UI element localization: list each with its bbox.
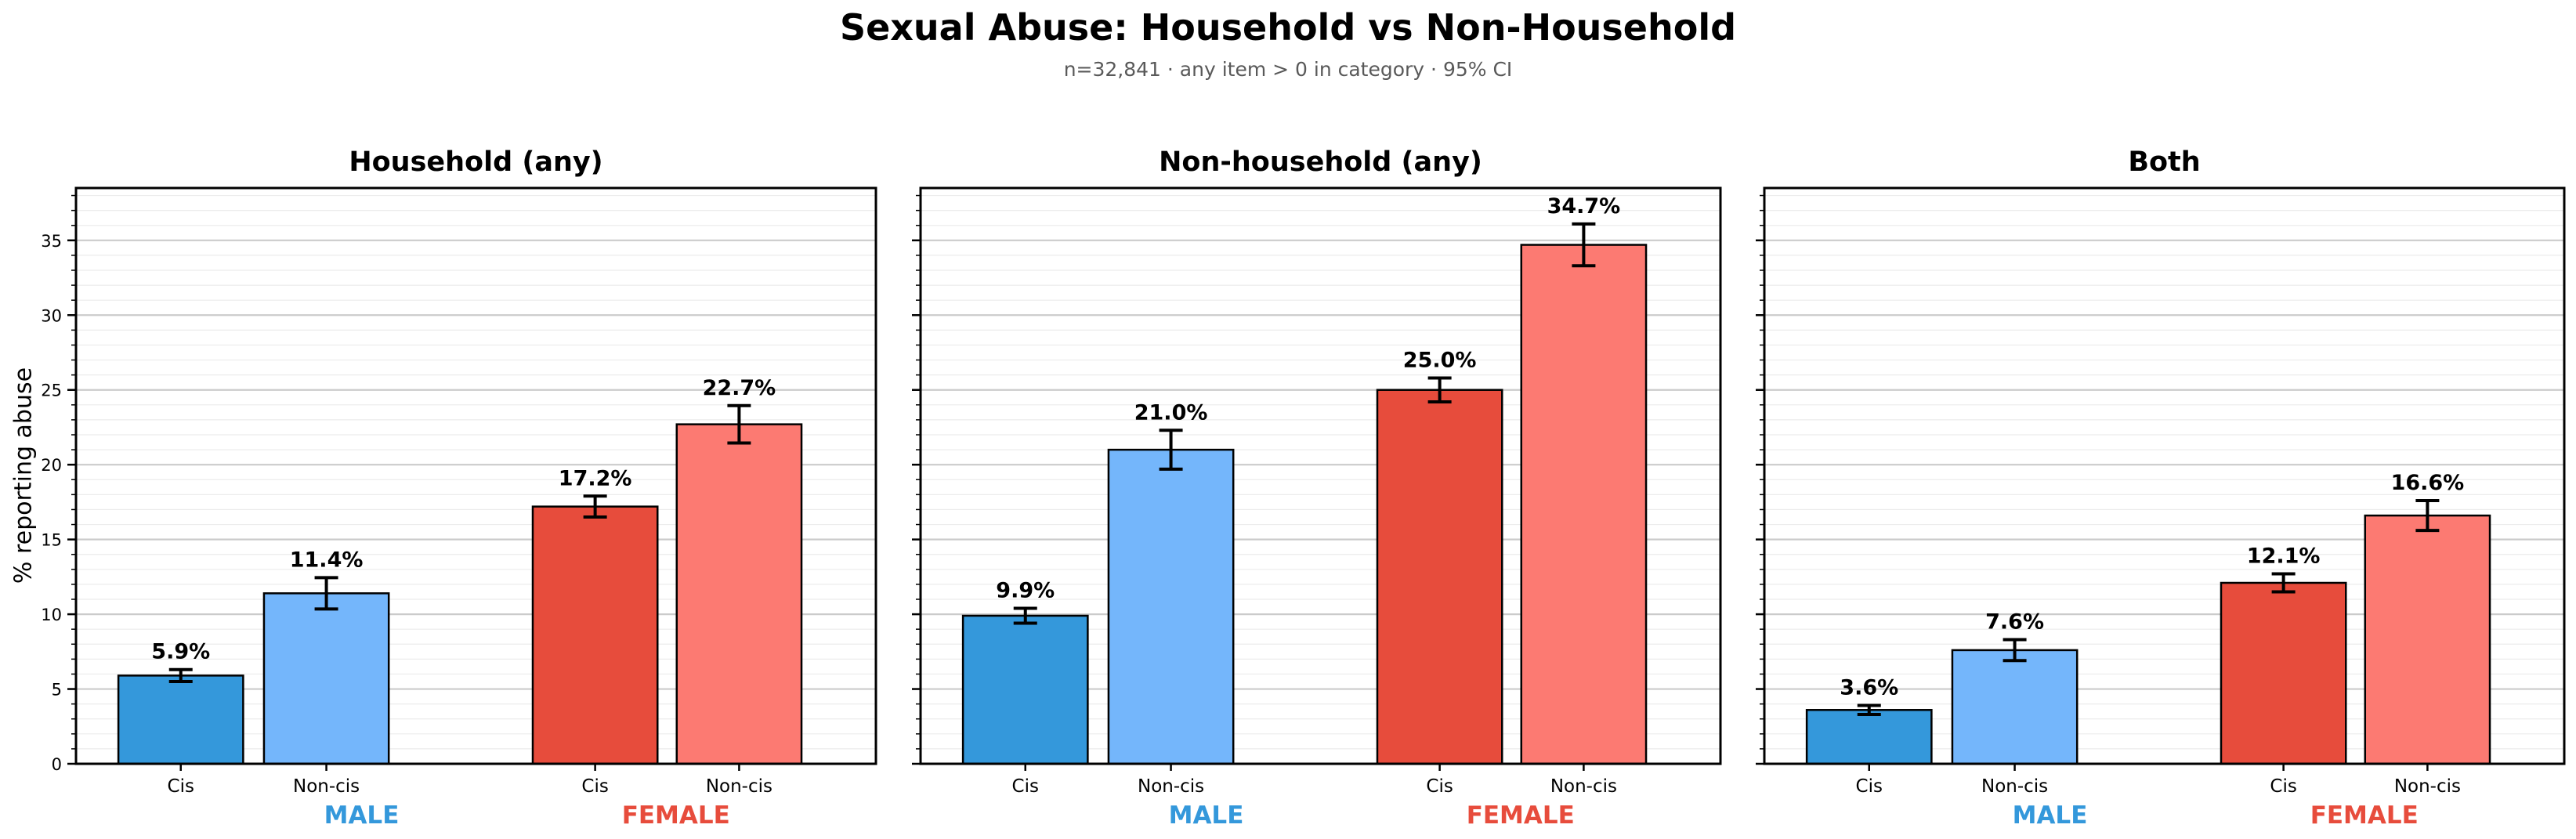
panel-household: Household (any) 5.9% Cis 11.4% Non-cis 17.2%… bbox=[41, 141, 877, 839]
plot-box bbox=[919, 186, 1722, 765]
panel-household-title: Household (any) bbox=[349, 146, 603, 178]
panel-both: Both 3.6% Cis 7.6% Non-cis 12.1% Cis 16.6% Non-… bbox=[1756, 141, 2566, 839]
value-label: 22.7% bbox=[703, 376, 776, 400]
x-tick-label: Cis bbox=[1012, 776, 1039, 797]
bar bbox=[117, 674, 244, 765]
y-tick-label: 0 bbox=[52, 755, 62, 774]
group-label: MALE bbox=[2013, 801, 2088, 830]
x-tick-label: Non-cis bbox=[1138, 776, 1204, 797]
x-tick-label: Non-cis bbox=[706, 776, 772, 797]
chart-subtitle: n=32,841 · any item > 0 in category · 95… bbox=[1063, 58, 1513, 81]
bar bbox=[2364, 514, 2491, 765]
panel-non-household-plot: 9.9% Cis 21.0% Non-cis 25.0% Cis 34.7% Non-cis M… bbox=[912, 186, 1722, 830]
x-tick-label: Non-cis bbox=[1981, 776, 2048, 797]
value-label: 17.2% bbox=[559, 466, 632, 490]
value-label: 7.6% bbox=[1985, 610, 2044, 635]
bar bbox=[1805, 709, 1933, 765]
x-tick-label: Non-cis bbox=[1550, 776, 1617, 797]
chart-title: Sexual Abuse: Household vs Non-Household bbox=[839, 6, 1737, 49]
x-tick-label: Cis bbox=[1856, 776, 1883, 797]
value-label: 5.9% bbox=[151, 640, 210, 664]
panel-both-plot: 3.6% Cis 7.6% Non-cis 12.1% Cis 16.6% Non-cis MA… bbox=[1756, 186, 2566, 830]
y-axis-label: % reporting abuse bbox=[9, 367, 38, 584]
x-tick-label: Cis bbox=[1426, 776, 1453, 797]
group-label: FEMALE bbox=[2310, 801, 2419, 830]
plot-box bbox=[74, 186, 877, 765]
bar bbox=[2220, 581, 2347, 765]
x-tick-label: Cis bbox=[581, 776, 608, 797]
y-tick-label: 20 bbox=[41, 456, 62, 475]
value-label: 21.0% bbox=[1134, 400, 1208, 425]
x-tick-label: Cis bbox=[2270, 776, 2296, 797]
value-label: 12.1% bbox=[2247, 544, 2321, 569]
bar bbox=[1520, 244, 1648, 765]
bar bbox=[1951, 649, 2079, 765]
value-label: 34.7% bbox=[1547, 194, 1621, 219]
y-tick-label: 35 bbox=[41, 232, 62, 251]
group-label: FEMALE bbox=[622, 801, 730, 830]
value-label: 16.6% bbox=[2391, 471, 2465, 495]
x-tick-label: Non-cis bbox=[293, 776, 360, 797]
panel-non-household: Non-household (any) 9.9% Cis 21.0% Non-cis 2… bbox=[912, 141, 1722, 839]
x-tick-label: Cis bbox=[168, 776, 194, 797]
plot-box bbox=[1763, 186, 2566, 765]
bar bbox=[675, 423, 803, 765]
bar bbox=[961, 614, 1089, 765]
bar bbox=[1107, 448, 1235, 765]
value-label: 11.4% bbox=[290, 548, 364, 572]
value-label: 9.9% bbox=[996, 578, 1055, 602]
y-tick-label: 25 bbox=[41, 382, 62, 400]
group-label: MALE bbox=[324, 801, 400, 830]
panel-non-household-title: Non-household (any) bbox=[1159, 146, 1482, 178]
value-label: 3.6% bbox=[1840, 676, 1898, 700]
panel-both-title: Both bbox=[2128, 146, 2201, 178]
y-tick-label: 10 bbox=[41, 606, 62, 624]
bar bbox=[1376, 389, 1503, 765]
bar bbox=[262, 592, 390, 765]
y-tick-label: 15 bbox=[41, 531, 62, 550]
x-tick-label: Non-cis bbox=[2394, 776, 2461, 797]
y-tick-label: 30 bbox=[41, 306, 62, 325]
panel-household-plot: 5.9% Cis 11.4% Non-cis 17.2% Cis 22.7% Non-cis 0… bbox=[41, 186, 877, 830]
value-label: 25.0% bbox=[1403, 348, 1477, 372]
group-label: MALE bbox=[1169, 801, 1244, 830]
bar bbox=[531, 505, 659, 765]
group-label: FEMALE bbox=[1467, 801, 1575, 830]
y-tick-label: 5 bbox=[52, 681, 62, 700]
